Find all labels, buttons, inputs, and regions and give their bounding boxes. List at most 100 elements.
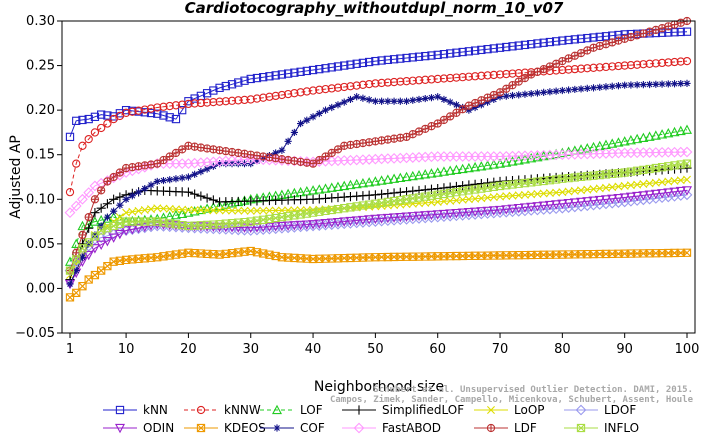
data-point [427,94,436,102]
data-point [507,204,518,215]
data-point [620,181,629,190]
data-point [446,112,454,120]
data-point [532,202,543,212]
data-point [451,164,462,175]
series-line [69,151,688,214]
data-point [259,93,268,102]
data-point [421,75,430,84]
data-point [345,179,356,190]
data-point [570,35,579,44]
data-point [240,76,249,85]
data-point [389,188,399,198]
data-point [657,189,668,199]
data-point [321,152,330,161]
data-point [72,159,81,168]
data-point [396,54,405,63]
data-point [72,267,80,275]
data-point [321,106,330,114]
data-point [681,124,693,134]
data-point [165,113,174,122]
data-point [446,98,454,106]
data-point [284,137,292,145]
data-point [507,156,518,166]
data-point [97,186,105,194]
data-point [496,192,505,201]
data-point [546,88,554,96]
data-point [383,188,393,199]
y-axis-label: Adjusted AP [8,135,24,219]
data-point [446,196,455,205]
data-point [178,174,186,182]
data-point [464,47,474,56]
data-point [90,128,100,137]
data-point [619,136,630,146]
series-kdeos [65,246,692,302]
legend-marker [115,405,125,415]
data-point [502,92,510,100]
data-point [320,183,331,193]
legend-marker [575,404,587,416]
y-tick-label: 0.15 [26,148,55,163]
data-point [502,42,511,52]
data-point [583,46,591,55]
data-point [114,229,125,240]
data-point [345,216,356,227]
data-point [396,77,405,86]
data-point [265,92,274,101]
data-point [283,89,293,99]
data-point [64,207,76,219]
data-point [308,220,319,230]
data-point [109,194,119,204]
data-point [78,282,87,291]
data-point [463,208,474,218]
data-point [302,87,311,96]
data-point [675,125,686,136]
data-point [308,65,318,75]
data-point [620,61,629,70]
data-point [401,187,412,197]
data-point [208,195,218,205]
data-point [357,177,368,188]
data-point [483,98,492,106]
plot-frame [61,20,696,334]
data-point [677,19,685,27]
data-point [314,184,325,194]
data-point [346,82,355,91]
data-point [395,187,405,197]
data-point [571,52,579,60]
data-point [91,231,99,239]
data-point [277,70,287,79]
data-point [289,221,300,231]
data-point [389,77,399,87]
legend-label: SimplifiedLOF [382,403,464,417]
data-point [621,81,629,89]
data-point [184,173,193,181]
data-point [233,223,244,233]
data-point [121,105,131,115]
data-point [96,203,106,213]
data-point [495,158,506,168]
data-point [514,41,523,50]
data-point [421,94,429,103]
data-point [458,73,467,82]
data-point [627,81,635,89]
data-point [663,127,674,138]
data-point [77,193,88,205]
data-point [558,65,567,75]
data-point [65,266,75,275]
legend-item-fastabod: FastABOD [342,421,441,434]
data-point [222,160,230,168]
data-point [66,280,74,288]
data-point [639,180,648,189]
data-point [583,33,592,43]
data-point [459,105,467,113]
data-point [309,160,317,168]
data-point [103,177,111,186]
data-point [346,60,355,69]
data-point [608,183,617,192]
data-point [171,205,180,214]
data-point [203,206,212,215]
data-point [589,84,598,92]
chart-title: Cardiotocography_withoutdupl_norm_10_v07 [185,0,564,17]
legend-marker [273,424,281,432]
